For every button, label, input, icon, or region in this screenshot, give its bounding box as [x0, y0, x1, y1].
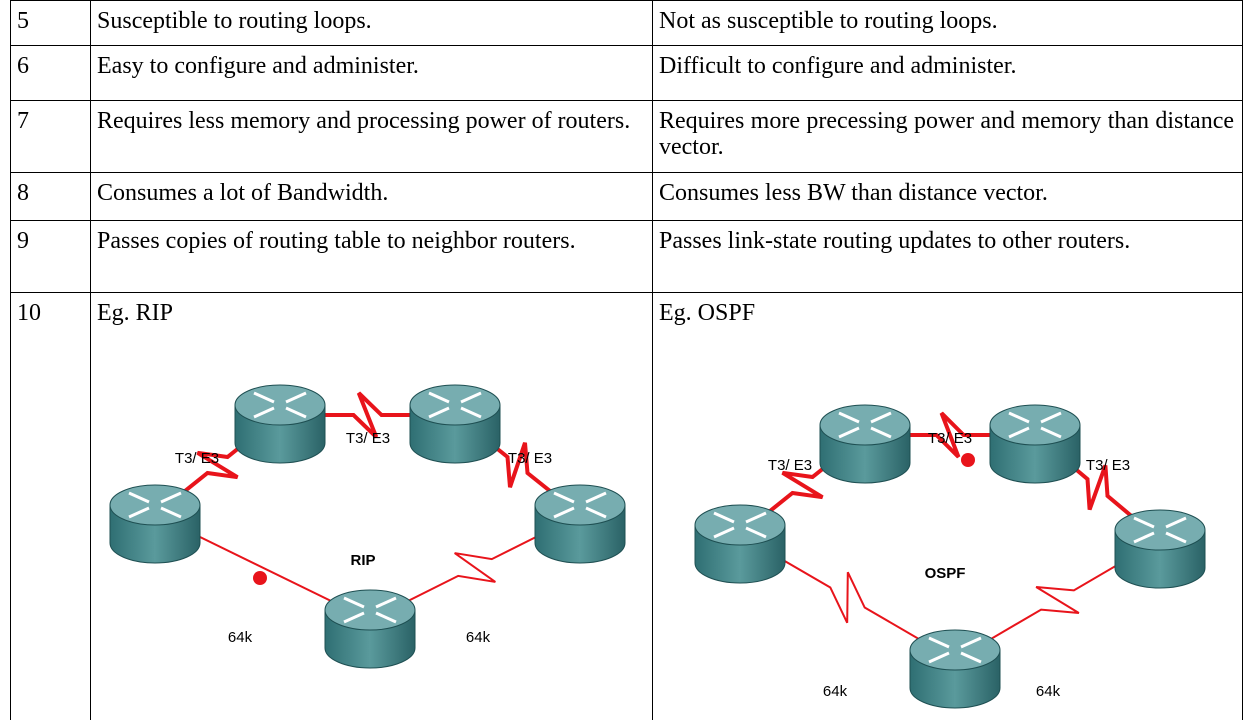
table-cell: 5: [10, 0, 91, 46]
comparison-table: 5 Susceptible to routing loops. Not as sus…: [10, 0, 1243, 720]
table-cell: Not as susceptible to routing loops.: [652, 0, 1243, 46]
table-cell: 6: [10, 45, 91, 101]
table-cell: Passes link-state routing updates to oth…: [652, 220, 1243, 293]
table-cell: Consumes less BW than distance vector.: [652, 172, 1243, 221]
table-cell: 9: [10, 220, 91, 293]
table-row: 10 Eg. RIP Eg. OSPF: [10, 292, 1243, 720]
table-cell: Eg. RIP: [90, 292, 653, 720]
table-cell: Consumes a lot of Bandwidth.: [90, 172, 653, 221]
table-row: 8 Consumes a lot of Bandwidth. Consumes le…: [10, 172, 1243, 221]
table-cell: Eg. OSPF: [652, 292, 1243, 720]
table-cell: Susceptible to routing loops.: [90, 0, 653, 46]
table-cell: 7: [10, 100, 91, 173]
table-cell: Requires more precessing power and memor…: [652, 100, 1243, 173]
table-row: 7 Requires less memory and processing pow…: [10, 100, 1243, 173]
table-row: 5 Susceptible to routing loops. Not as sus…: [10, 0, 1243, 46]
table-cell: Easy to configure and administer.: [90, 45, 653, 101]
table-cell: Requires less memory and processing powe…: [90, 100, 653, 173]
table-cell: Passes copies of routing table to neighb…: [90, 220, 653, 293]
table-cell: Difficult to configure and administer.: [652, 45, 1243, 101]
table-row: 6 Easy to configure and administer. Diffic…: [10, 45, 1243, 101]
table-cell: 8: [10, 172, 91, 221]
table-cell: 10: [10, 292, 91, 720]
table-row: 9 Passes copies of routing table to neigh…: [10, 220, 1243, 293]
